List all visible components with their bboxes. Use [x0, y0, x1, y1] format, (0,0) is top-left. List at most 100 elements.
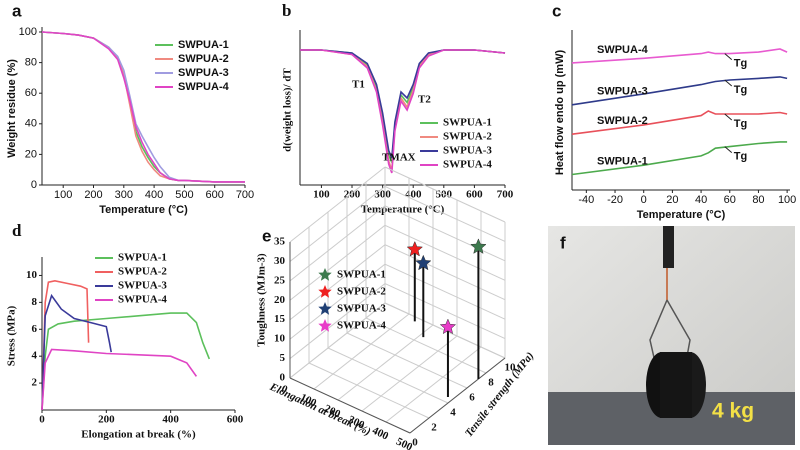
chart-panel: d 0 200 400 600 2 4 6 8 10 Elongation at break (%)…: [6, 221, 244, 441]
y-tick-label: 2: [431, 422, 437, 434]
x-tick-label: -40: [578, 194, 594, 206]
series-line: [41, 293, 112, 411]
legend-label: SWPUA-2: [443, 131, 492, 143]
x-tick-label: 400: [370, 425, 390, 443]
panel-label: b: [282, 1, 291, 20]
x-tick-label: 400: [145, 189, 163, 201]
annotation: TMAX: [382, 152, 416, 164]
chart-panel: c -40 -20 0 20 40 60 80 100 Temperature (°C) Heat …: [552, 1, 796, 220]
annotation-arrow: [724, 53, 733, 60]
legend-label: SWPUA-4: [118, 294, 167, 306]
grid-line: [384, 185, 506, 242]
grid-line: [289, 224, 386, 301]
annotation-arrow: [724, 79, 733, 87]
y-tick-label: 20: [25, 148, 37, 160]
grid-line: [384, 224, 506, 281]
y-axis-label: Stress (MPa): [6, 305, 18, 366]
z-tick-label: 30: [274, 255, 286, 267]
y-tick-label: 8: [32, 296, 38, 308]
z-tick-label: 35: [274, 236, 286, 248]
y-tick-label: 2: [32, 377, 38, 389]
y-tick-label: 6: [32, 323, 38, 335]
x-axis-label: Temperature (°C): [99, 204, 188, 216]
chart-panel: a 100 200 300 400 500 600 700 0 20 40 60 80 100 Temper…: [6, 1, 254, 215]
x-tick-label: -20: [607, 194, 623, 206]
z-tick-label: 15: [274, 313, 286, 325]
annotation: T1: [352, 79, 365, 91]
panel-label: a: [12, 1, 22, 20]
y-tick-label: 10: [505, 362, 517, 374]
annotation: Tg: [734, 58, 747, 70]
grid-line: [313, 313, 410, 390]
y-tick-label: 60: [25, 87, 37, 99]
x-axis: [289, 377, 411, 434]
x-tick-label: 500: [175, 189, 193, 201]
grid-line: [384, 205, 506, 262]
x-axis-label: Elongation at break (%): [81, 429, 196, 441]
annotation: Tg: [734, 118, 747, 130]
grid-line: [361, 335, 458, 412]
z-tick-label: 25: [274, 274, 286, 286]
photo-hook: [663, 226, 674, 268]
y-tick-label: 40: [25, 118, 37, 130]
legend-label: SWPUA-1: [178, 39, 229, 51]
star-marker: [439, 318, 457, 335]
x-tick-label: 0: [279, 383, 290, 396]
star-marker: [415, 254, 432, 271]
grid-line: [308, 362, 430, 419]
x-tick-label: 200: [84, 189, 102, 201]
grid-line: [384, 166, 506, 223]
x-tick-label: 0: [641, 194, 647, 206]
y-tick-label: 80: [25, 57, 37, 69]
grid-line: [289, 244, 386, 321]
grid-line: [289, 302, 386, 379]
x-tick-label: 400: [162, 414, 179, 426]
y-tick-label: 100: [19, 26, 37, 38]
annotation-arrow: [724, 146, 733, 153]
x-tick-label: 700: [236, 189, 254, 201]
x-tick-label: 300: [115, 189, 133, 201]
z-tick-label: 0: [280, 372, 286, 384]
legend-marker: [318, 285, 332, 298]
x-tick-label: 40: [695, 194, 707, 206]
series-line: [300, 49, 506, 159]
x-tick-label: 600: [466, 189, 483, 201]
x-tick-label: 60: [724, 194, 736, 206]
series-line: [571, 141, 788, 176]
series-label: SWPUA-2: [597, 115, 648, 127]
legend-label: SWPUA-4: [443, 159, 492, 171]
x-tick-label: 80: [752, 194, 764, 206]
panel-label: e: [262, 226, 271, 245]
x-tick-label: 20: [666, 194, 678, 206]
y-tick-label: 0: [31, 179, 37, 191]
legend-label: SWPUA-2: [337, 286, 386, 298]
series-line: [41, 31, 245, 183]
legend-marker: [318, 302, 332, 315]
legend-marker: [318, 319, 332, 332]
legend-label: SWPUA-2: [118, 266, 167, 278]
series-line: [571, 110, 788, 135]
y-axis-label: Heat flow endo up (mW): [554, 50, 566, 176]
annotation-arrow: [724, 113, 733, 121]
x-tick-label: 400: [405, 189, 422, 201]
grid-line: [384, 263, 506, 320]
series-line: [571, 48, 788, 64]
series-label: SWPUA-3: [597, 86, 648, 98]
legend-label: SWPUA-3: [443, 145, 492, 157]
z-tick-label: 10: [274, 333, 286, 345]
series-label: SWPUA-4: [597, 44, 649, 56]
y-tick-label: 6: [469, 392, 475, 404]
x-tick-label: 200: [98, 414, 115, 426]
y-tick-label: 4: [32, 350, 38, 362]
x-tick-label: 700: [497, 189, 514, 201]
legend-label: SWPUA-4: [337, 320, 386, 332]
legend-label: SWPUA-3: [178, 67, 229, 79]
grid-line: [289, 186, 386, 262]
grid-line: [365, 317, 487, 374]
panel-label: d: [12, 221, 22, 240]
grid-line: [384, 244, 506, 301]
photo-caption: 4 kg: [712, 400, 754, 423]
panel-label: c: [552, 1, 561, 20]
x-tick-label: 100: [313, 189, 330, 201]
